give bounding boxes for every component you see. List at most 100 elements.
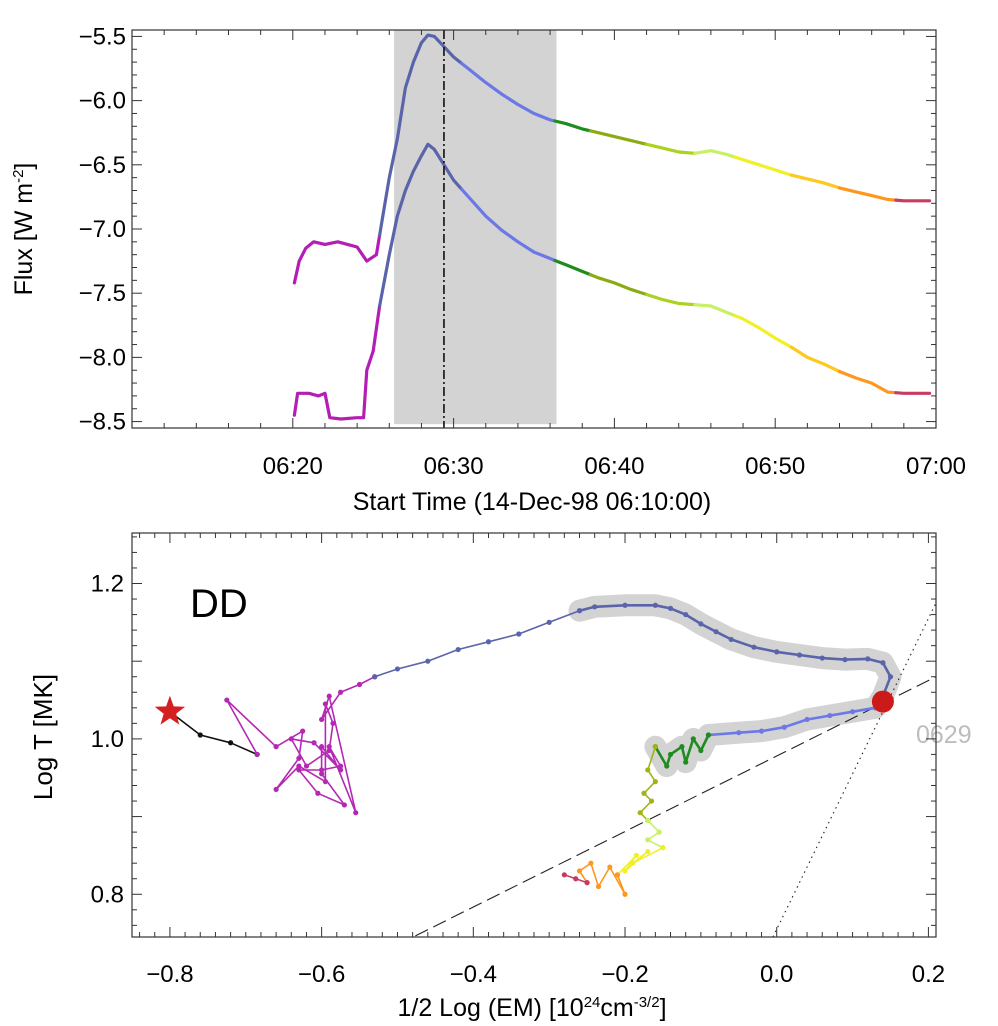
trajectory-point <box>667 751 674 758</box>
trajectory-point <box>319 767 325 773</box>
trajectory-point <box>614 872 621 878</box>
x-tick-label: −0.8 <box>146 961 193 988</box>
temperature-emission-plot: 0629 DD −0.8 −0.6 −0.4 −0.2 0.0 0.2 0.8 1.0 1.2 1/2… <box>28 532 972 1022</box>
y-axis-label: Flux [W m-2] <box>10 163 38 296</box>
y-tick-label: 1.0 <box>91 726 124 753</box>
series-1-segment-3 <box>460 61 557 123</box>
series-2-segment-10 <box>837 369 898 395</box>
trajectory-point <box>576 868 583 874</box>
series-1-segment-4 <box>553 119 592 133</box>
series-1-segment-5 <box>588 129 649 146</box>
series-1-segment-1 <box>292 233 382 285</box>
trajectory-point <box>337 767 344 773</box>
series-2-segment-8 <box>733 314 793 349</box>
trajectory-point <box>592 604 598 610</box>
trajectory-point <box>622 602 628 608</box>
trajectory-point <box>337 763 344 769</box>
series-2-segment-1 <box>292 304 382 421</box>
trajectory-point <box>254 751 260 758</box>
y-tick-label: −6.5 <box>79 152 126 179</box>
trajectory-point <box>781 724 787 730</box>
y-axis-label: Log T [MK] <box>28 674 58 800</box>
series-1-segment-2 <box>378 33 464 237</box>
trajectory-point <box>326 693 332 699</box>
trajectory-point <box>372 674 378 680</box>
trajectory-point <box>679 744 685 750</box>
trajectory-segment-10 <box>578 862 626 896</box>
shaded-interval <box>394 30 557 425</box>
panel-label: DD <box>190 582 248 626</box>
series-1-segment-11 <box>894 198 932 203</box>
trajectory-point <box>633 852 639 859</box>
trajectory-point <box>698 747 704 754</box>
trajectory-point <box>319 771 325 777</box>
trajectory-point <box>319 716 325 723</box>
trajectory-point <box>774 649 780 655</box>
trajectory-point <box>330 720 336 726</box>
trajectory-point <box>713 629 719 635</box>
x-axis-label: 1/2 Log (EM) [1024cm-3/2] <box>397 994 666 1022</box>
trajectory-point <box>288 736 294 742</box>
x-tick-label: 06:30 <box>424 453 484 480</box>
peak-time-label: 0629 <box>916 721 972 749</box>
trajectory-point <box>796 652 803 658</box>
x-tick-label: 0.0 <box>760 961 793 988</box>
trajectory-point <box>683 611 689 618</box>
trajectory-segment-9 <box>616 846 664 876</box>
series-2-segment-4 <box>553 258 592 277</box>
reference-line-dashed <box>411 676 936 937</box>
trajectory-point <box>645 848 651 855</box>
y-tick-label: −5.5 <box>79 23 126 50</box>
series-1-segment-9 <box>789 173 842 190</box>
trajectory-point <box>690 736 696 742</box>
trajectory-point <box>576 608 583 614</box>
x-tick-label: 06:50 <box>745 453 805 480</box>
highlight-halo-4 <box>568 594 902 719</box>
trajectory-point <box>546 619 552 625</box>
trajectory-point <box>637 810 643 816</box>
trajectory-segment-8 <box>647 819 664 849</box>
trajectory-point <box>645 817 651 824</box>
series-2-segment-7 <box>693 303 737 318</box>
trajectory-point <box>827 712 833 719</box>
trajectory-point <box>311 740 317 746</box>
trajectory-point <box>819 655 825 661</box>
x-tick-label: 0.2 <box>912 961 945 988</box>
x-axis-label-mid: cm <box>600 994 633 1022</box>
trajectory-point <box>394 666 401 672</box>
trajectory-point <box>197 732 203 738</box>
series-1-segment-8 <box>733 155 793 177</box>
trajectory-point <box>356 681 363 688</box>
trajectory-point <box>622 891 628 897</box>
trajectory-segment-1 <box>169 711 258 756</box>
x-axis-label-main: 1/2 Log (EM) [10 <box>397 994 583 1022</box>
y-axis-label-main: Flux [W m <box>10 183 38 296</box>
trajectory-point <box>573 876 579 882</box>
trajectory-point <box>300 728 306 734</box>
trajectory-point <box>588 860 594 866</box>
series-1-segment-6 <box>645 142 697 155</box>
series-2-segment-11 <box>894 391 932 395</box>
trajectory-point <box>641 790 647 796</box>
trajectory-point <box>322 701 329 707</box>
trajectory-point <box>228 740 234 746</box>
series-2-segment-3 <box>460 187 557 263</box>
trajectory-point <box>595 883 602 890</box>
trajectory-point <box>660 845 666 851</box>
trajectory-segment-5 <box>708 706 876 737</box>
trajectory-point <box>273 786 279 792</box>
trajectory-point <box>353 810 359 816</box>
y-tick-label: −7.0 <box>79 216 126 243</box>
trajectory-point <box>758 728 765 734</box>
plot-area <box>167 594 936 937</box>
trajectory-point <box>425 658 431 664</box>
trajectory-point <box>296 763 302 769</box>
trajectory-point <box>516 631 522 637</box>
trajectory-point <box>607 864 613 870</box>
trajectory-point <box>683 759 689 765</box>
y-tick-label: −8.5 <box>79 409 126 436</box>
trajectory-point <box>842 657 848 663</box>
trajectory-segment-3 <box>374 609 580 678</box>
trajectory-point <box>648 798 655 804</box>
